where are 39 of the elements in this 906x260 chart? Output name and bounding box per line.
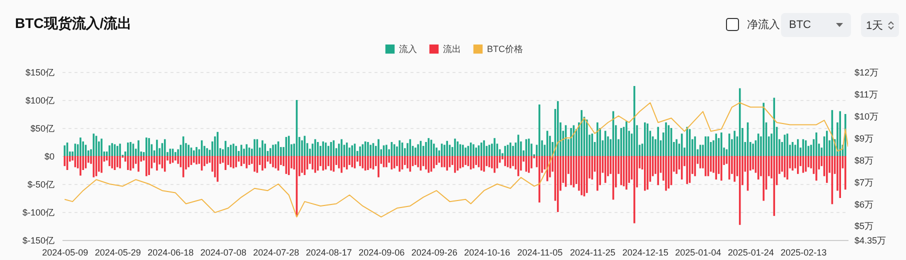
legend-label: 流出 (443, 44, 461, 54)
y-tick-label: $-150亿 (22, 236, 54, 246)
legend-label: 流入 (399, 44, 417, 54)
x-tick-label: 2024-05-29 (94, 248, 141, 258)
select-field: 1天 (861, 13, 899, 37)
x-tick-label: 2024-05-09 (42, 248, 88, 258)
x-tick-label: 2024-09-06 (358, 248, 405, 258)
y-tick-label: $50亿 (30, 124, 54, 134)
chart-title: BTC现货流入/流出 (15, 15, 132, 33)
y2-tick-label: $8万 (854, 155, 874, 166)
text: 净流入 (747, 18, 780, 32)
x-tick-label: 2024-10-16 (464, 248, 510, 258)
y-tick-label: $0 (44, 152, 54, 162)
x-tick-label: 2024-08-17 (306, 248, 352, 258)
y2-tick-label: $4.35万 (854, 236, 886, 246)
legend-label: BTC价格 (487, 44, 523, 54)
y-tick-label: $-100亿 (22, 208, 54, 218)
y2-tick-label: $7万 (854, 177, 874, 188)
y2-tick-label: $6万 (854, 199, 874, 210)
x-tick-label: 2025-02-13 (780, 248, 827, 258)
x-tick-label: 2024-07-28 (253, 248, 300, 258)
y2-tick-label: $5万 (854, 221, 874, 232)
x-tick-label: 2024-07-08 (200, 248, 246, 258)
y-tick-label: $100亿 (25, 96, 54, 106)
x-tick-label: 2024-06-18 (148, 248, 194, 258)
y-tick-label: $-50亿 (27, 180, 54, 190)
x-tick-label: 2024-09-26 (411, 248, 458, 258)
x-tick-label: 2024-11-05 (517, 248, 563, 258)
dropdown-field: BTC (781, 13, 851, 37)
x-tick-label: 2025-01-24 (728, 248, 774, 258)
y2-tick-label: $12万 (854, 68, 879, 78)
line-series (64, 102, 848, 218)
y-tick-label: $150亿 (25, 68, 54, 78)
x-tick-label: 2024-12-15 (622, 248, 668, 258)
y2-tick-label: $10万 (854, 111, 879, 122)
x-tick-label: 2025-01-04 (675, 248, 722, 258)
y2-tick-label: $11万 (854, 89, 878, 100)
y2-tick-label: $9万 (854, 133, 874, 144)
x-tick-label: 2024-11-25 (570, 248, 616, 258)
